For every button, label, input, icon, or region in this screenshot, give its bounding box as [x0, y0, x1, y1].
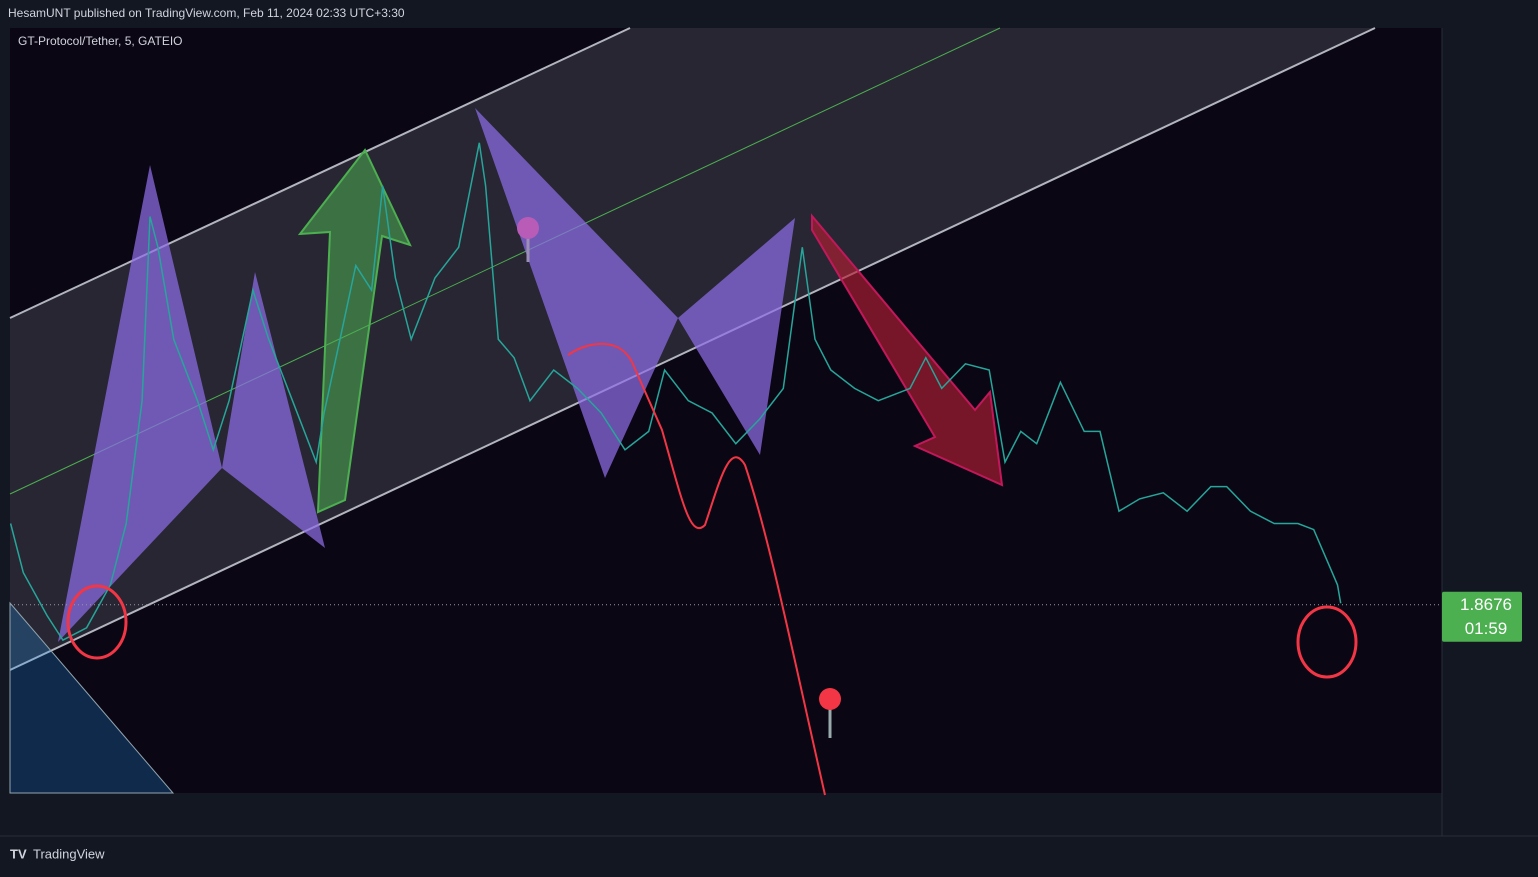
pattern — [678, 218, 795, 455]
header: HesamUNT published on TradingView.com, F… — [8, 6, 405, 20]
down-arrow — [811, 213, 1004, 487]
axes: 1.8676 01:59 — [1442, 591, 1522, 642]
pattern — [58, 165, 222, 642]
countdown: 01:59 — [1465, 619, 1508, 638]
patterns — [58, 108, 795, 642]
up-arrow — [297, 148, 412, 514]
last-price-label: 1.8676 — [1460, 595, 1512, 614]
pin — [517, 217, 539, 262]
price-line — [9, 142, 1342, 642]
pattern — [222, 272, 325, 548]
plot — [9, 142, 1442, 642]
fib-wedge — [9, 601, 175, 794]
pattern — [475, 108, 678, 478]
last-price-box — [1442, 591, 1522, 642]
circle-marker — [1296, 605, 1358, 679]
chart-title: GT-Protocol/Tether, 5, GATEIO — [18, 34, 183, 48]
logo: TV — [10, 846, 27, 861]
channel-line — [9, 27, 1376, 671]
channel-line — [9, 27, 631, 319]
pin — [819, 688, 841, 738]
footer: TradingView — [33, 846, 105, 861]
circle-marker — [66, 584, 128, 660]
projection-curve — [567, 342, 826, 796]
